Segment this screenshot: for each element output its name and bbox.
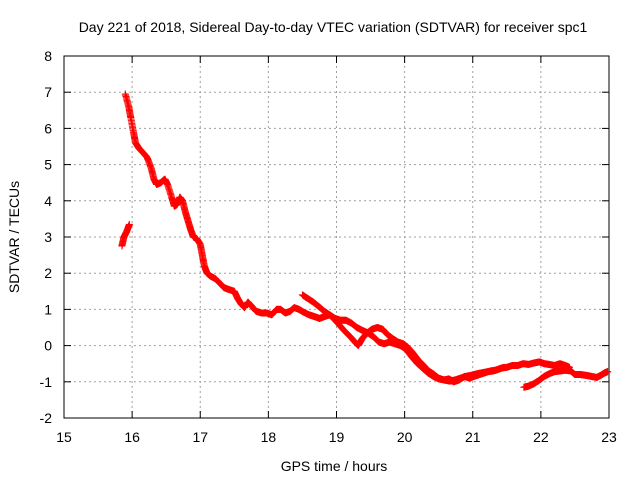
y-tick-label: -1 [40, 374, 53, 390]
series-segment-d [520, 366, 612, 391]
x-tick-label: 18 [261, 429, 277, 445]
x-tick-label: 16 [124, 429, 140, 445]
x-tick-label: 23 [601, 429, 617, 445]
y-tick-label: 8 [44, 48, 52, 64]
series-segment-c [298, 291, 508, 385]
x-tick-label: 15 [56, 429, 72, 445]
y-axis-label: SDTVAR / TECUs [6, 181, 22, 293]
x-tick-label: 19 [329, 429, 345, 445]
y-tick-label: 3 [44, 229, 52, 245]
y-tick-label: 7 [44, 84, 52, 100]
x-tick-label: 22 [533, 429, 549, 445]
y-tick-label: 0 [44, 338, 52, 354]
y-tick-label: -2 [40, 410, 53, 426]
grid-lines [64, 56, 609, 418]
x-axis-label: GPS time / hours [281, 458, 388, 474]
data-point [604, 368, 612, 376]
x-tick-label: 20 [397, 429, 413, 445]
x-tick-label: 21 [465, 429, 481, 445]
y-tick-label: 4 [44, 193, 52, 209]
data-point [125, 220, 133, 228]
data-series [118, 90, 612, 391]
y-tick-label: 6 [44, 120, 52, 136]
series-segment-a [118, 220, 133, 250]
chart-title: Day 221 of 2018, Sidereal Day-to-day VTE… [79, 19, 588, 35]
y-tick-label: 5 [44, 157, 52, 173]
x-tick-label: 17 [192, 429, 208, 445]
data-point [500, 363, 508, 371]
series-segment-b [121, 90, 573, 386]
y-tick-label: 1 [44, 301, 52, 317]
y-tick-label: 2 [44, 265, 52, 281]
